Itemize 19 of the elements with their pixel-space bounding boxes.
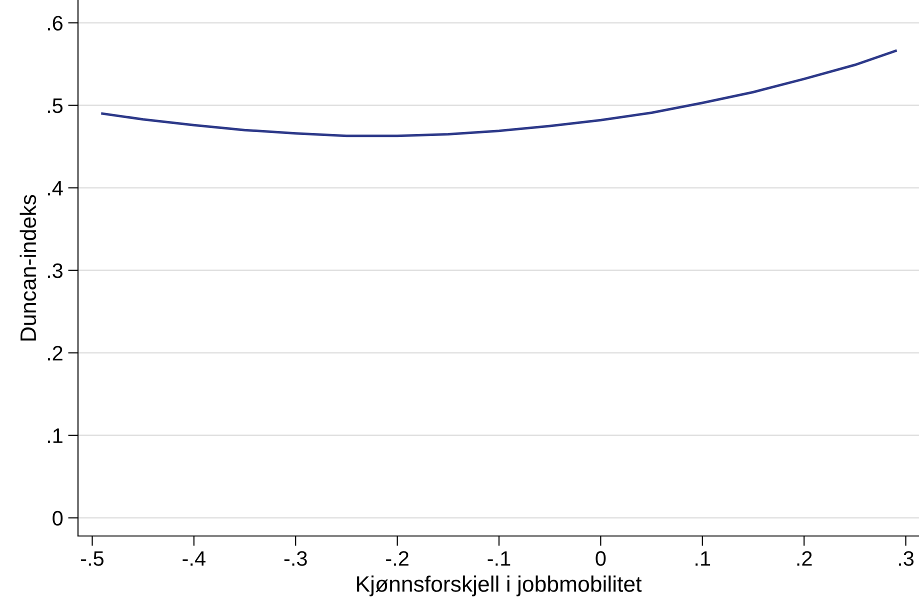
x-tick-label: -.1 <box>488 551 510 566</box>
y-tick-label: .4 <box>48 181 63 196</box>
x-axis-title: Kjønnsforskjell i jobbmobilitet <box>357 576 642 596</box>
x-tick-label: .2 <box>797 551 812 566</box>
x-tick-label: -.4 <box>182 551 206 566</box>
y-tick-label: .6 <box>48 16 62 31</box>
x-tick-label: .3 <box>898 551 914 566</box>
x-tick-label: -.3 <box>284 551 307 566</box>
y-tick-label: .5 <box>48 98 63 114</box>
y-tick-label: 0 <box>52 510 63 526</box>
y-tick-label: .1 <box>48 428 62 443</box>
y-tick-label: .2 <box>48 346 62 360</box>
x-tick-label: 0 <box>596 551 606 566</box>
x-tick-label: -.5 <box>81 551 104 566</box>
y-axis-title: Duncan-indeks <box>20 194 36 341</box>
y-tick-label: .3 <box>48 263 62 278</box>
x-tick-label: -.2 <box>386 551 408 566</box>
line-series <box>101 50 897 138</box>
x-tick-label: .1 <box>696 551 710 566</box>
